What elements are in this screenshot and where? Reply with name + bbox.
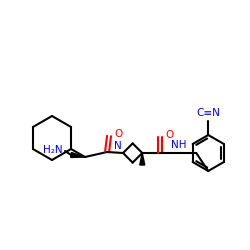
Text: NH: NH xyxy=(170,140,186,150)
Text: O: O xyxy=(114,129,122,139)
Polygon shape xyxy=(140,153,145,165)
Text: C≡N: C≡N xyxy=(196,108,220,118)
Text: H₂N: H₂N xyxy=(44,145,63,155)
Polygon shape xyxy=(71,152,85,158)
Text: O: O xyxy=(165,130,173,140)
Text: N: N xyxy=(114,141,122,151)
